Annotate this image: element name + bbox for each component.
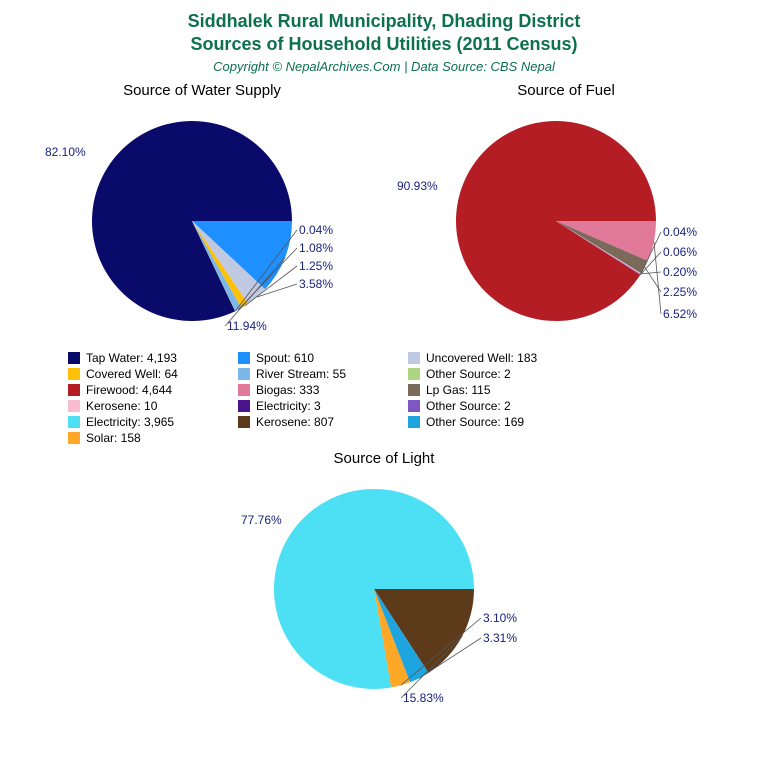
legend-swatch xyxy=(238,416,250,428)
pct-label: 90.93% xyxy=(397,179,438,193)
legend-swatch xyxy=(238,384,250,396)
legend-label: Lp Gas: 115 xyxy=(426,383,491,397)
pct-label: 0.04% xyxy=(299,223,333,237)
legend-item: Kerosene: 10 xyxy=(68,399,238,413)
water-chart-block: Source of Water Supply 82.10% 11.94% 3.58%… xyxy=(27,82,377,342)
legend-swatch xyxy=(408,400,420,412)
legend-item: Kerosene: 807 xyxy=(238,415,408,429)
legend-swatch xyxy=(68,368,80,380)
legend-label: Other Source: 2 xyxy=(426,367,511,381)
legend-swatch xyxy=(238,352,250,364)
pct-label: 2.25% xyxy=(663,285,697,299)
legend-item: Tap Water: 4,193 xyxy=(68,351,238,365)
legend-label: Tap Water: 4,193 xyxy=(86,351,177,365)
legend-swatch xyxy=(408,384,420,396)
fuel-chart-title: Source of Fuel xyxy=(391,82,741,99)
pct-label: 3.10% xyxy=(483,611,517,625)
main-title: Siddhalek Rural Municipality, Dhading Di… xyxy=(20,10,748,57)
legend-item: Firewood: 4,644 xyxy=(68,383,238,397)
title-line-1: Siddhalek Rural Municipality, Dhading Di… xyxy=(188,11,581,31)
legend: Tap Water: 4,193 Spout: 610 Uncovered Well… xyxy=(68,350,718,446)
fuel-pie-wrap: 90.93% 6.52% 2.25% 0.20% 0.06% 0.04% xyxy=(391,103,741,333)
title-line-2: Sources of Household Utilities (2011 Cen… xyxy=(190,34,577,54)
legend-label: Covered Well: 64 xyxy=(86,367,178,381)
legend-swatch xyxy=(408,368,420,380)
legend-item: Electricity: 3,965 xyxy=(68,415,238,429)
subtitle: Copyright © NepalArchives.Com | Data Sou… xyxy=(20,59,748,74)
legend-label: River Stream: 55 xyxy=(256,367,346,381)
light-pie-wrap: 77.76%15.83%3.31%3.10% xyxy=(209,471,559,701)
pct-label: 82.10% xyxy=(45,145,86,159)
legend-item: Covered Well: 64 xyxy=(68,367,238,381)
legend-swatch xyxy=(408,352,420,364)
legend-label: Firewood: 4,644 xyxy=(86,383,172,397)
legend-item: Electricity: 3 xyxy=(238,399,408,413)
light-chart-block: Source of Light 77.76% 15.83% 3.31% 3.10% xyxy=(209,450,559,710)
legend-item: Other Source: 169 xyxy=(408,415,578,429)
legend-item: Other Source: 2 xyxy=(408,399,578,413)
pct-label: 0.20% xyxy=(663,265,697,279)
legend-swatch xyxy=(68,384,80,396)
legend-label: Kerosene: 807 xyxy=(256,415,334,429)
light-chart-title: Source of Light xyxy=(209,450,559,467)
pct-label: 11.94% xyxy=(227,319,267,333)
legend-item: Solar: 158 xyxy=(68,431,238,445)
legend-swatch xyxy=(68,416,80,428)
pct-label: 0.04% xyxy=(663,225,697,239)
bottom-chart-row: Source of Light 77.76% 15.83% 3.31% 3.10% xyxy=(20,450,748,710)
legend-swatch xyxy=(408,416,420,428)
legend-label: Uncovered Well: 183 xyxy=(426,351,537,365)
legend-item: Lp Gas: 115 xyxy=(408,383,578,397)
legend-label: Other Source: 169 xyxy=(426,415,524,429)
pct-label: 77.76% xyxy=(241,513,282,527)
legend-label: Electricity: 3,965 xyxy=(86,415,174,429)
pct-label: 15.83% xyxy=(403,691,444,705)
legend-swatch xyxy=(238,368,250,380)
legend-swatch xyxy=(68,432,80,444)
top-charts-row: Source of Water Supply 82.10% 11.94% 3.58%… xyxy=(20,82,748,342)
pct-label: 3.31% xyxy=(483,631,517,645)
pct-label: 1.08% xyxy=(299,241,333,255)
legend-item: Spout: 610 xyxy=(238,351,408,365)
legend-label: Kerosene: 10 xyxy=(86,399,157,413)
legend-item: River Stream: 55 xyxy=(238,367,408,381)
pct-label: 6.52% xyxy=(663,307,697,321)
legend-swatch xyxy=(68,400,80,412)
legend-swatch xyxy=(238,400,250,412)
legend-swatch xyxy=(68,352,80,364)
legend-item: Biogas: 333 xyxy=(238,383,408,397)
fuel-chart-block: Source of Fuel 90.93% 6.52% 2.25% 0.20% 0.06… xyxy=(391,82,741,342)
chart-container: Siddhalek Rural Municipality, Dhading Di… xyxy=(0,0,768,768)
pct-label: 3.58% xyxy=(299,277,333,291)
legend-item: Other Source: 2 xyxy=(408,367,578,381)
legend-label: Other Source: 2 xyxy=(426,399,511,413)
legend-label: Solar: 158 xyxy=(86,431,141,445)
legend-item: Uncovered Well: 183 xyxy=(408,351,578,365)
pct-label: 0.06% xyxy=(663,245,697,259)
water-pie-wrap: 82.10% 11.94% 3.58% 1.25% 1.08% 0.04% xyxy=(27,103,377,333)
legend-label: Spout: 610 xyxy=(256,351,314,365)
pct-label: 1.25% xyxy=(299,259,333,273)
legend-label: Biogas: 333 xyxy=(256,383,319,397)
legend-label: Electricity: 3 xyxy=(256,399,321,413)
water-chart-title: Source of Water Supply xyxy=(27,82,377,99)
